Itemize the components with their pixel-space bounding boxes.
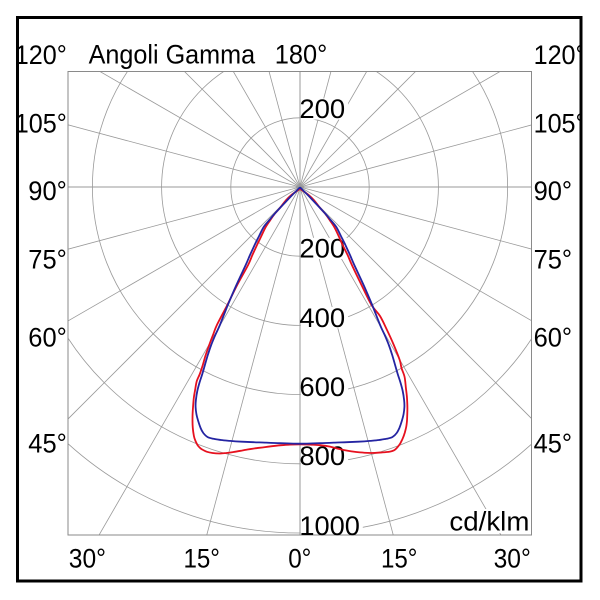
svg-text:60°: 60° [534, 321, 573, 352]
svg-text:90°: 90° [534, 175, 573, 206]
svg-text:45°: 45° [534, 427, 573, 458]
svg-text:Angoli Gamma: Angoli Gamma [89, 39, 256, 70]
svg-text:75°: 75° [28, 244, 67, 275]
svg-text:120°: 120° [534, 39, 586, 70]
svg-text:15°: 15° [183, 543, 220, 574]
svg-text:105°: 105° [534, 108, 586, 139]
svg-text:120°: 120° [15, 39, 67, 70]
svg-text:400: 400 [299, 302, 345, 333]
svg-text:105°: 105° [15, 108, 67, 139]
svg-text:0°: 0° [288, 543, 311, 574]
svg-text:600: 600 [299, 371, 345, 402]
svg-text:30°: 30° [69, 543, 106, 574]
svg-text:200: 200 [299, 93, 345, 124]
svg-text:75°: 75° [534, 244, 573, 275]
svg-text:30°: 30° [494, 543, 531, 574]
svg-text:45°: 45° [28, 427, 67, 458]
svg-text:1000: 1000 [299, 510, 360, 541]
svg-text:cd/klm: cd/klm [449, 505, 529, 536]
svg-text:60°: 60° [28, 321, 67, 352]
svg-text:200: 200 [299, 233, 345, 264]
svg-text:90°: 90° [28, 175, 67, 206]
svg-text:180°: 180° [275, 39, 328, 70]
svg-text:15°: 15° [381, 543, 418, 574]
